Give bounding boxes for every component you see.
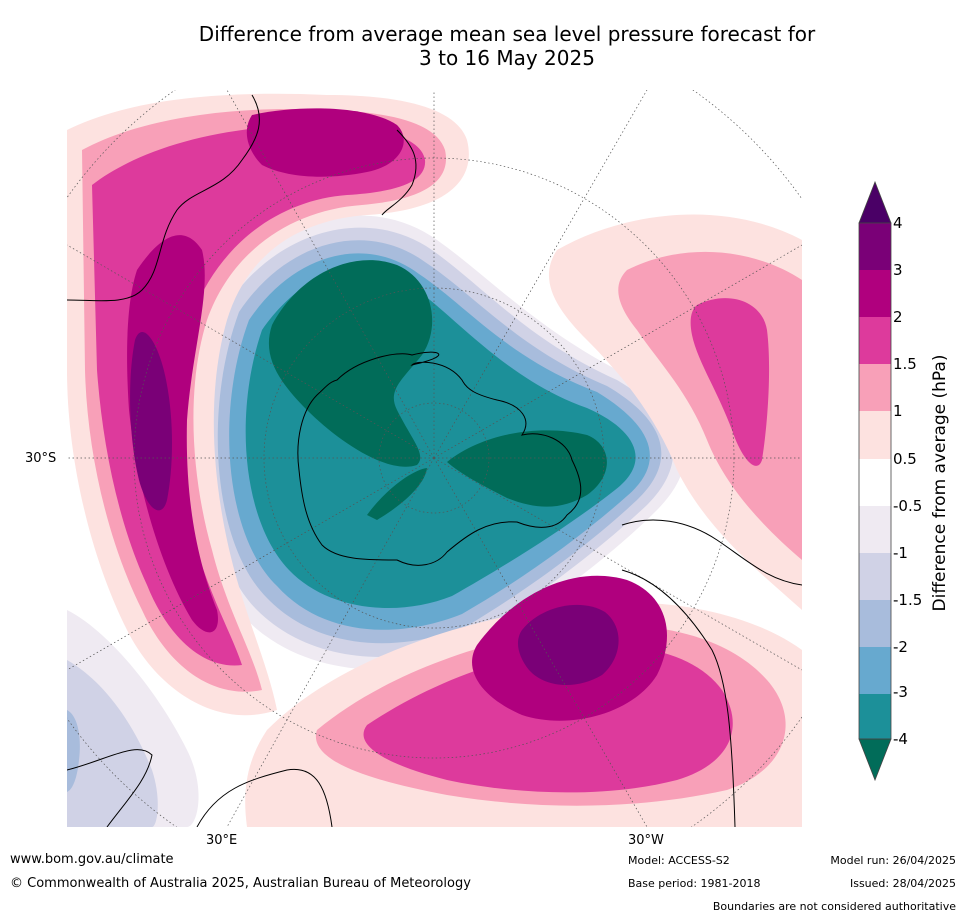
colorbar-bin-m2-m1-5 (859, 600, 891, 647)
issued-text: Issued: 28/04/2025 (849, 877, 956, 890)
longitude-label-30w: 30°W (628, 833, 664, 848)
contour-m1-sw (67, 660, 158, 827)
colorbar-label: Difference from average (hPa) (930, 354, 950, 612)
antarctica-coastline (297, 351, 582, 566)
coastlines (67, 94, 802, 827)
map-title: Difference from average mean sea level p… (0, 22, 965, 70)
colorbar-tick-3: 3 (893, 261, 903, 279)
colorbar-bin-m4-m3 (859, 694, 891, 739)
colorbar-bin-2-3 (859, 270, 891, 317)
contour-p2-west-north (246, 108, 404, 177)
colorbar-bin-0-5-1 (859, 411, 891, 459)
australia-coastline (67, 94, 260, 302)
colorbar-tick-0-5: 0.5 (893, 450, 917, 468)
negative-anomaly-southwest (67, 610, 199, 827)
colorbar-tick-m0-5: -0.5 (893, 497, 923, 515)
south-america-coastline (621, 519, 802, 586)
africa-east-coastline (196, 768, 333, 827)
colorbar-bin-m3-m2 (859, 647, 891, 694)
contour-p3-west (130, 332, 172, 511)
positive-anomaly-west (67, 93, 469, 716)
colorbar-bin-m1-5-m1 (859, 553, 891, 600)
longitude-label-30e: 30°E (206, 833, 238, 848)
colorbar-tick-m1-5: -1.5 (893, 591, 923, 609)
colorbar-bin-3-4 (859, 223, 891, 270)
negative-anomaly-region (193, 215, 686, 670)
contour-m1-5-sw (67, 710, 80, 792)
contour-p2-west (127, 235, 218, 633)
colorbar-extend-bottom (858, 738, 892, 782)
colorbar-tick-m3: -3 (893, 683, 908, 701)
colorbar-tick-m2: -2 (893, 638, 908, 656)
colorbar-tick-1: 1 (893, 402, 903, 420)
colorbar-bin-1-5-2 (859, 317, 891, 364)
colorbar-extend-top (858, 180, 892, 224)
map-svg (67, 90, 802, 827)
colorbar-tick-4: 4 (893, 214, 903, 232)
map-title-line1: Difference from average mean sea level p… (198, 22, 816, 46)
map-title-line2: 3 to 16 May 2025 (419, 46, 595, 70)
africa-coastline (67, 749, 153, 827)
base-period-text: Base period: 1981-2018 (628, 877, 761, 890)
contour-m4-west (268, 260, 433, 467)
colorbar-tick-1-5: 1.5 (893, 355, 917, 373)
positive-anomaly-south (245, 575, 802, 827)
colorbar-tick-m1: -1 (893, 544, 908, 562)
contour-p3-south (517, 604, 619, 686)
positive-anomaly-east (548, 214, 802, 611)
colorbar (858, 180, 892, 782)
colorbar-bin-1-1-5 (859, 364, 891, 411)
new-zealand-coastline (381, 129, 417, 216)
website-text: www.bom.gov.au/climate (10, 852, 174, 867)
copyright-text: © Commonwealth of Australia 2025, Austra… (10, 876, 471, 891)
model-text: Model: ACCESS-S2 (628, 854, 730, 867)
contour-p1-5-east (690, 298, 770, 466)
graticule (67, 90, 802, 827)
colorbar-bin-neutral (859, 459, 891, 506)
contour-m4-south (367, 468, 427, 520)
model-run-text: Model run: 26/04/2025 (830, 854, 956, 867)
colorbar-bin-m1-m0-5 (859, 506, 891, 553)
latitude-label-30s: 30°S (25, 451, 57, 466)
colorbar-tick-m4: -4 (893, 730, 908, 748)
disclaimer-text: Boundaries are not considered authoritat… (712, 900, 956, 913)
pressure-anomaly-map (67, 90, 802, 827)
south-america-west-coastline (621, 569, 736, 827)
colorbar-tick-2: 2 (893, 308, 903, 326)
